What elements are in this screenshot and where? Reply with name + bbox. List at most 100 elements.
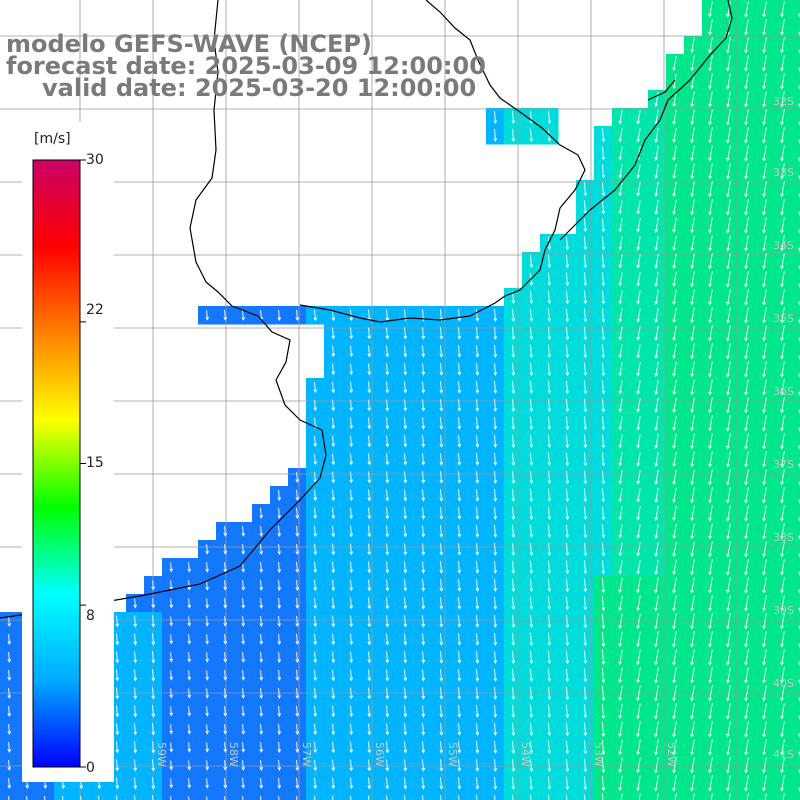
wind-arrow: [726, 325, 731, 342]
wind-arrow: [439, 561, 444, 574]
wind-cell: [414, 792, 433, 800]
wind-arrow: [762, 721, 767, 738]
wind-arrow: [349, 705, 354, 718]
wind-arrow: [618, 721, 623, 738]
wind-arrow: [654, 217, 659, 233]
wind-arrow: [726, 541, 731, 558]
wind-cell: [162, 792, 181, 800]
wind-arrow: [511, 722, 516, 737]
wind-arrow: [421, 705, 426, 718]
wind-arrow: [618, 128, 623, 143]
wind-arrow: [601, 290, 606, 305]
wind-arrow: [654, 235, 659, 251]
wind-arrow: [151, 598, 156, 609]
wind-arrow: [636, 560, 641, 575]
wind-arrow: [601, 236, 606, 251]
wind-arrow: [744, 289, 749, 306]
wind-arrow: [780, 613, 785, 630]
wind-arrow: [708, 127, 713, 144]
wind-arrow: [403, 471, 408, 484]
wind-arrow: [403, 435, 408, 448]
wind-arrow: [601, 793, 604, 800]
wind-arrow: [133, 705, 138, 718]
wind-arrow: [313, 453, 318, 466]
wind-arrow: [654, 523, 659, 539]
wind-cell: [792, 342, 800, 361]
wind-arrow: [277, 561, 282, 573]
wind-arrow: [762, 739, 767, 756]
wind-arrow: [385, 687, 390, 700]
wind-arrow: [601, 685, 606, 702]
wind-cell: [72, 792, 91, 800]
wind-arrow: [241, 688, 246, 699]
wind-arrow: [708, 541, 713, 558]
wind-arrow: [529, 560, 534, 575]
wind-cell: [792, 414, 800, 433]
wind-arrow: [475, 309, 480, 322]
model-title: modelo GEFS-WAVE (NCEP): [6, 30, 372, 58]
wind-arrow: [331, 489, 336, 502]
wind-cell: [180, 792, 199, 800]
wind-arrow: [241, 616, 246, 627]
wind-arrow: [636, 290, 641, 305]
wind-arrow: [672, 289, 677, 306]
wind-arrow: [349, 345, 354, 358]
wind-cell: [792, 0, 800, 19]
wind-arrow: [242, 796, 244, 800]
wind-arrow: [349, 561, 354, 574]
wind-arrow: [403, 363, 408, 376]
wind-arrow: [762, 649, 767, 666]
wind-arrow: [439, 345, 444, 358]
colorbar-tick-22: 22: [86, 302, 104, 318]
wind-arrow: [385, 453, 390, 466]
wind-arrow: [241, 310, 246, 321]
wind-arrow: [636, 577, 641, 594]
wind-arrow: [295, 741, 300, 754]
wind-arrow: [690, 469, 695, 486]
wind-arrow: [726, 685, 731, 702]
wind-arrow: [403, 669, 408, 682]
wind-arrow: [636, 470, 641, 485]
wind-arrow: [547, 776, 552, 791]
wind-arrow: [708, 559, 713, 576]
wind-cell: [432, 792, 451, 800]
wind-arrow: [511, 614, 516, 629]
wind-arrow: [386, 795, 388, 800]
wind-arrow: [780, 325, 785, 342]
wind-arrow: [475, 381, 480, 394]
wind-arrow: [618, 272, 623, 287]
wind-arrow: [367, 363, 372, 376]
wind-arrow: [7, 616, 12, 627]
wind-arrow: [672, 127, 677, 144]
wind-arrow: [295, 525, 300, 538]
wind-cell: [792, 18, 800, 37]
wind-arrow: [656, 793, 659, 800]
wind-arrow: [205, 544, 210, 555]
wind-arrow: [385, 435, 390, 448]
wind-arrow: [475, 633, 480, 646]
lon-label: 54W: [519, 742, 532, 767]
wind-arrow: [708, 721, 713, 738]
wind-arrow: [762, 37, 767, 54]
wind-arrow: [636, 613, 641, 630]
wind-arrow: [601, 398, 606, 413]
wind-arrow: [277, 705, 282, 717]
wind-arrow: [367, 345, 372, 358]
wind-arrow: [618, 308, 623, 323]
wind-arrow: [744, 415, 749, 432]
wind-arrow: [672, 181, 677, 198]
wind-arrow: [583, 326, 588, 341]
wind-arrow: [511, 560, 516, 575]
wind-arrow: [331, 345, 336, 358]
wind-arrow: [583, 182, 588, 197]
wind-arrow: [134, 795, 136, 800]
wind-arrow: [223, 310, 228, 321]
wind-arrow: [583, 686, 588, 701]
wind-arrow: [295, 579, 300, 592]
wind-arrow: [708, 487, 713, 504]
wind-arrow: [313, 633, 318, 646]
wind-arrow: [187, 598, 192, 609]
wind-arrow: [115, 723, 120, 736]
wind-arrow: [115, 759, 120, 772]
